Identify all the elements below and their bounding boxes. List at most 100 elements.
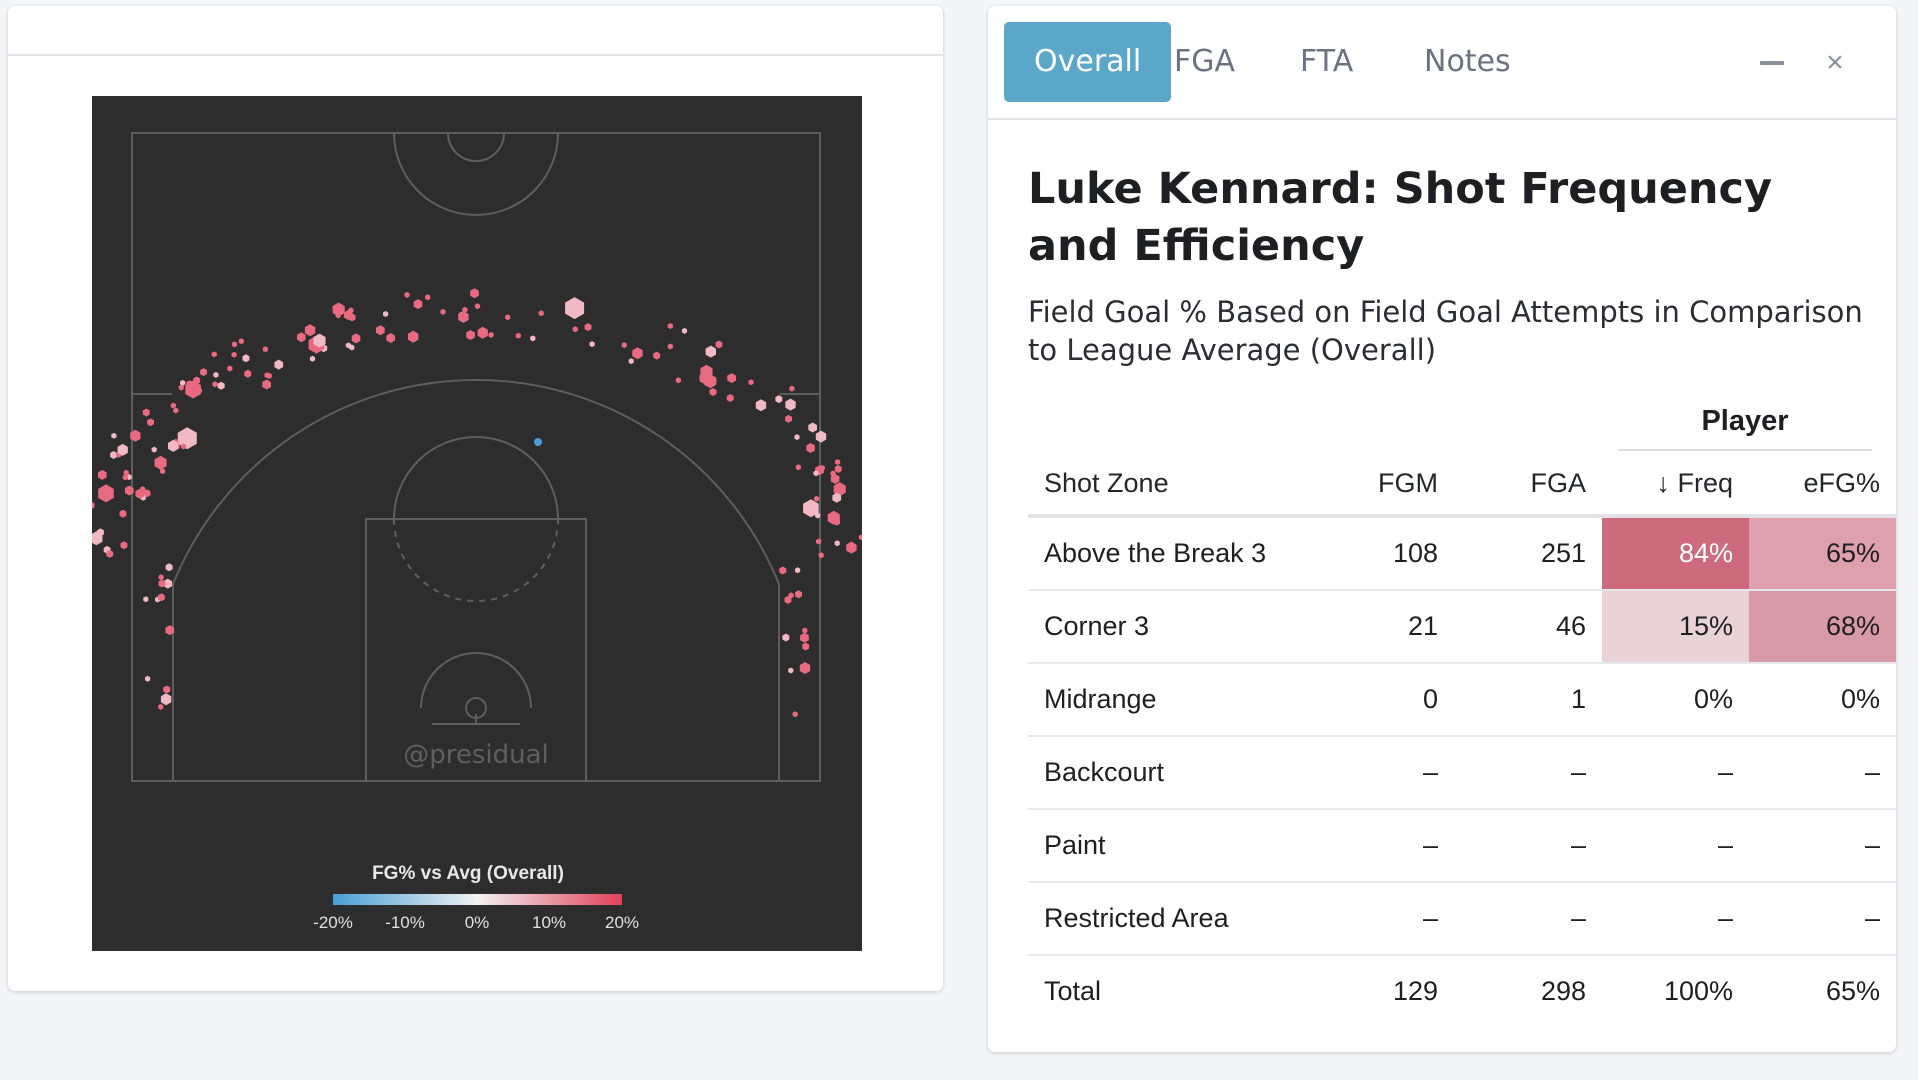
shot-hexbin (158, 703, 164, 710)
legend-tick-label: -20% (313, 913, 353, 932)
cell-freq: 100% (1663, 976, 1733, 1006)
free-throw-circle-top (393, 436, 559, 520)
shot-hexbin (106, 549, 114, 558)
cell-efg: – (1749, 809, 1896, 883)
legend-tick-label: 0% (465, 913, 490, 932)
shot-hexbin (163, 578, 173, 589)
shot-hexbin (621, 342, 627, 349)
cell-fga: 251 (1454, 516, 1602, 591)
shot-zone-table: Shot Zone FGM FGA ↓ Freq eFG% Above the … (1028, 452, 1896, 1027)
cell-zone: Midrange (1028, 663, 1320, 737)
player-column-group-header: Player (1618, 399, 1872, 451)
cell-zone: Corner 3 (1028, 590, 1320, 664)
shot-hexbin (792, 711, 798, 718)
tab-fta[interactable]: FTA (1300, 44, 1354, 79)
shot-hexbin (814, 495, 820, 502)
cell-fgm: 21 (1320, 590, 1454, 664)
header-fgm[interactable]: FGM (1320, 452, 1454, 518)
shot-hexbin (808, 422, 817, 433)
cell-freq: 84% (1602, 516, 1749, 591)
shot-hexbin (425, 294, 431, 301)
shot-hexbin (238, 338, 244, 345)
shot-hexbin (120, 541, 128, 550)
shot-hexbin (351, 333, 361, 344)
free-throw-circle-bottom (393, 518, 559, 602)
shot-hexbin (466, 330, 475, 340)
cell-fgm: 0 (1320, 663, 1454, 737)
header-efg[interactable]: eFG% (1749, 452, 1896, 518)
shot-hexbin (180, 379, 186, 386)
shot-hexbin (185, 380, 201, 399)
table-row: Backcourt – – – – (1028, 736, 1896, 810)
cell-efg: – (1749, 882, 1896, 956)
shot-hexbin (332, 302, 345, 317)
cell-fgm: – (1320, 809, 1454, 883)
shot-chart-card: @presidual FG% vs Avg (Overall) -20% -10… (8, 6, 943, 991)
inner-center-arc (447, 132, 505, 162)
shot-hexbin (653, 351, 661, 360)
shot-hexbin (782, 633, 790, 642)
midrange-shot-dot (534, 438, 542, 446)
shot-hexbin (538, 310, 544, 317)
table-row: Midrange 0 1 0% 0% (1028, 663, 1896, 737)
header-shot-zone[interactable]: Shot Zone (1028, 452, 1320, 518)
center-circle-arc (393, 132, 559, 216)
shot-hexbin (231, 351, 237, 358)
cell-fga: 1 (1454, 663, 1602, 737)
shot-hexbin (180, 443, 187, 450)
shot-hexbin (274, 359, 284, 370)
table-row: Above the Break 3 108 251 84% 65% (1028, 516, 1896, 591)
shot-hexbin (98, 484, 114, 503)
shot-hexbin (309, 355, 316, 362)
shot-hexbin (834, 465, 842, 473)
shot-hexbin (413, 299, 423, 310)
shot-hexbin (142, 408, 150, 417)
shot-hexbin (589, 341, 595, 348)
shot-hexbin (789, 385, 795, 392)
shot-hexbin (244, 369, 252, 378)
shot-hexbin (217, 381, 225, 390)
close-icon[interactable]: × (1826, 46, 1844, 79)
shot-hexbin (119, 509, 127, 518)
minimize-icon[interactable] (1754, 46, 1788, 80)
shot-hexbin (628, 358, 634, 365)
shot-hexbin (345, 342, 351, 349)
shot-hexbin (158, 574, 164, 581)
tab-fga[interactable]: FGA (1174, 44, 1236, 79)
cell-efg: 0% (1749, 663, 1896, 737)
shot-hexbin (111, 432, 117, 439)
cell-freq: 15% (1602, 590, 1749, 664)
shot-hexbin (264, 372, 270, 379)
restricted-area-arc (420, 652, 532, 709)
shot-hexbin (408, 330, 419, 343)
watermark: @presidual (403, 740, 549, 770)
shot-hexbin (130, 429, 141, 442)
shot-hexbin (667, 343, 673, 350)
shot-hexbin (404, 291, 410, 298)
shot-hexbin (795, 590, 802, 599)
cell-fga: – (1454, 882, 1602, 956)
shot-hexbin (348, 307, 354, 314)
cell-fgm: – (1320, 882, 1454, 956)
shot-hexbin (699, 372, 710, 385)
cell-zone: Backcourt (1028, 736, 1320, 810)
shot-hexbin (632, 347, 643, 360)
stats-panel: Overall FGA FTA Notes × Luke Kennard: Sh… (988, 6, 1896, 1052)
cell-zone: Above the Break 3 (1028, 516, 1320, 591)
shot-hexbin (802, 642, 810, 651)
header-freq[interactable]: ↓ Freq (1602, 452, 1749, 518)
cell-freq: 0% (1602, 663, 1749, 737)
report-subtitle: Field Goal % Based on Field Goal Attempt… (1028, 295, 1863, 367)
legend-tick-label: 20% (605, 913, 639, 932)
tab-notes[interactable]: Notes (1424, 44, 1511, 79)
shot-hexbin (816, 538, 822, 545)
shot-hexbin (151, 446, 157, 453)
shot-hexbin (675, 377, 681, 384)
tab-overall[interactable]: Overall (1004, 22, 1172, 102)
cell-fgm: 129 (1392, 976, 1438, 1006)
shot-hexbin (193, 376, 201, 385)
shot-hexbin (177, 427, 197, 450)
header-fga[interactable]: FGA (1454, 452, 1602, 518)
shot-hexbin (145, 675, 151, 682)
shot-hexbin (440, 308, 446, 315)
